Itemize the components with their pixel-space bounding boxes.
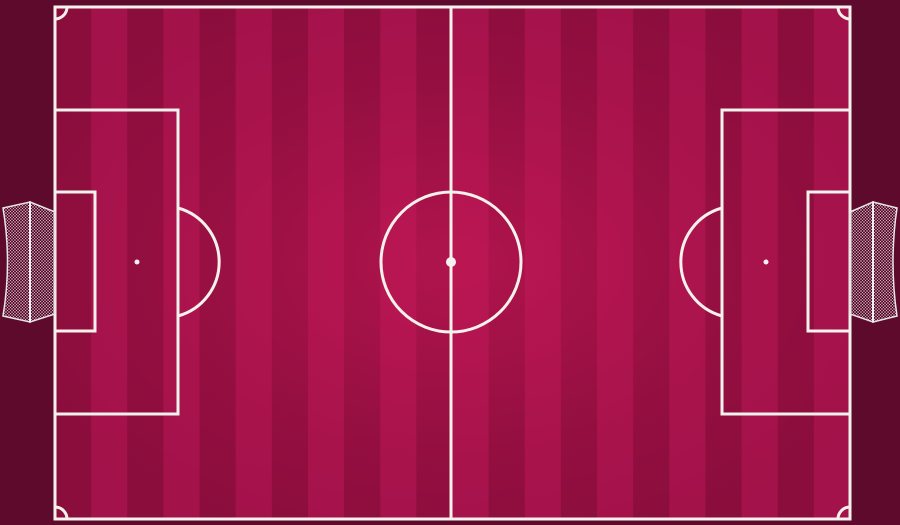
left-goal-net-icon — [2, 200, 56, 324]
center-circle — [379, 190, 523, 334]
left-penalty-arc — [177, 206, 221, 318]
center-spot — [446, 257, 456, 267]
left-penalty-spot — [134, 259, 140, 265]
right-penalty-arc — [679, 206, 723, 318]
corner-arc-top-left — [54, 6, 69, 21]
corner-arc-bottom-left — [54, 505, 69, 520]
corner-arc-bottom-right — [836, 505, 851, 520]
right-goal-net-icon — [849, 200, 898, 324]
corner-arc-top-right — [836, 6, 851, 21]
right-penalty-spot — [763, 259, 769, 265]
